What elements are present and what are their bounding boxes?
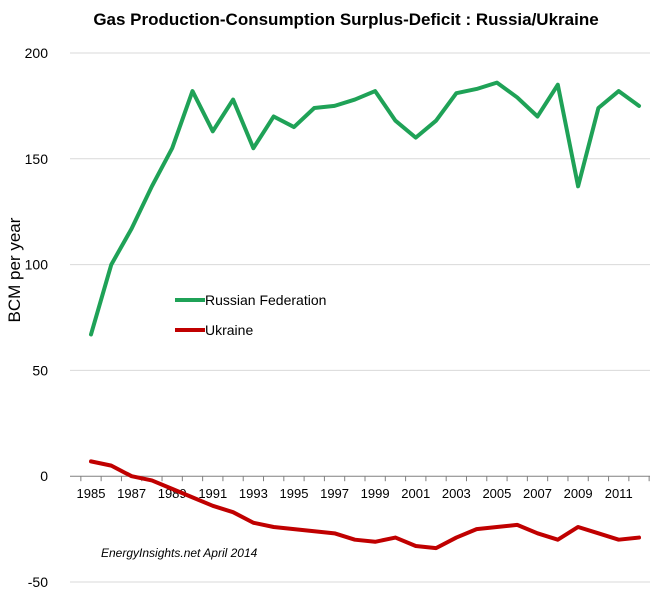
legend-label-ukraine: Ukraine <box>205 322 253 338</box>
y-tick-label: 50 <box>32 362 48 378</box>
y-axis-ticks: -50 0 50 100 150 200 <box>25 45 49 590</box>
y-tick-label: 150 <box>25 151 49 167</box>
x-tick-label: 2007 <box>523 486 552 501</box>
x-tick-label: 1999 <box>361 486 390 501</box>
x-tick-label: 1991 <box>198 486 227 501</box>
x-tick-label: 1985 <box>77 486 106 501</box>
y-tick-label: 100 <box>25 257 49 273</box>
y-tick-label: 0 <box>40 468 48 484</box>
x-tick-label: 1993 <box>239 486 268 501</box>
grid-lines <box>70 52 650 583</box>
series-line-ukraine <box>89 459 641 551</box>
x-tick-label: 1995 <box>280 486 309 501</box>
chart-title: Gas Production-Consumption Surplus-Defic… <box>93 10 598 29</box>
source-annotation: EnergyInsights.net April 2014 <box>101 546 258 560</box>
legend: Russian Federation Ukraine <box>175 292 326 338</box>
x-tick-label: 2001 <box>401 486 430 501</box>
x-tick-label: 2009 <box>564 486 593 501</box>
x-tick-label: 1987 <box>117 486 146 501</box>
x-tick-label: 2011 <box>605 486 633 501</box>
y-tick-label: -50 <box>28 574 48 590</box>
x-tick-label: 1997 <box>320 486 349 501</box>
x-tick-label: 2005 <box>482 486 511 501</box>
legend-label-russia: Russian Federation <box>205 292 326 308</box>
x-axis: 1985 1987 1989 1991 1993 1995 1997 1999 2001 2003… <box>70 475 650 501</box>
x-tick-label: 2003 <box>442 486 471 501</box>
y-tick-label: 200 <box>25 45 49 61</box>
series-line-russia <box>89 80 641 337</box>
y-axis-label: BCM per year <box>5 217 24 322</box>
series-lines <box>89 80 641 551</box>
